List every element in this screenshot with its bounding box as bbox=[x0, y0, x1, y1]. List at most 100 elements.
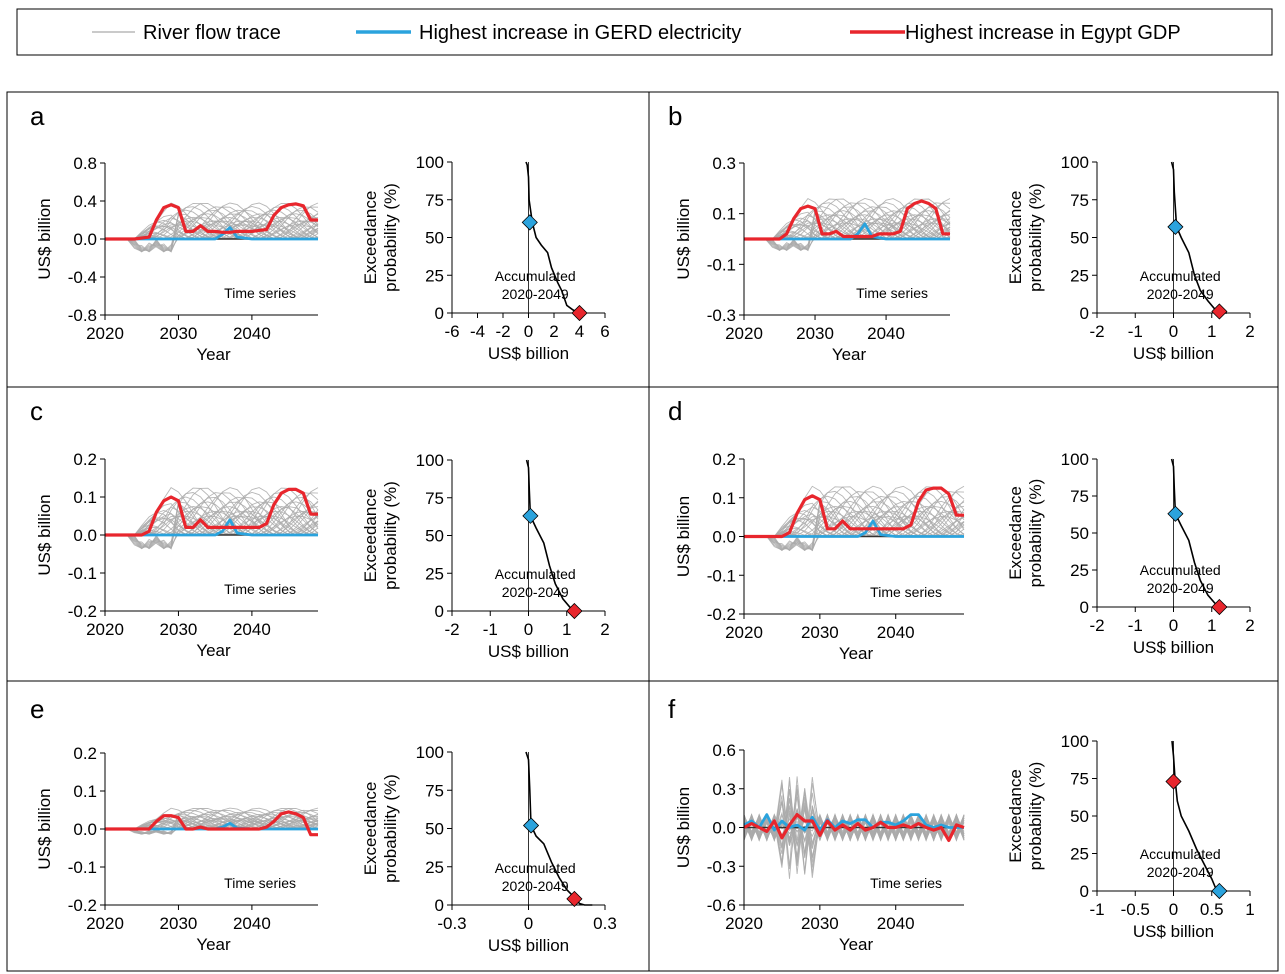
ex-xtick-label: -1 bbox=[1089, 900, 1104, 919]
ts-xlabel: Year bbox=[196, 641, 231, 660]
ex-ytick-label: 50 bbox=[1070, 807, 1089, 826]
ex-ytick-label: 75 bbox=[425, 489, 444, 508]
ex-xtick-label: 0 bbox=[1169, 616, 1178, 635]
ex-xtick-label: 2 bbox=[600, 620, 609, 639]
ts-ylabel: US$ billion bbox=[35, 788, 54, 869]
ex-xlabel: US$ billion bbox=[1133, 344, 1214, 363]
river-flow-trace bbox=[105, 496, 319, 549]
legend-box bbox=[16, 8, 1273, 56]
ts-xtick-label: 2040 bbox=[233, 324, 271, 343]
river-flow-trace bbox=[744, 485, 965, 537]
egypt-gdp-series-line-d bbox=[744, 486, 964, 539]
ts-xtick-label: 2020 bbox=[86, 324, 124, 343]
ex-ytick-label: 75 bbox=[1070, 770, 1089, 789]
river-flow-trace bbox=[105, 206, 319, 240]
ex-ytick-label: 100 bbox=[1061, 153, 1089, 172]
ex-xtick-label: -2 bbox=[1089, 616, 1104, 635]
ex-xtick-label: 0 bbox=[1169, 322, 1178, 341]
egypt-gdp-series-line-b bbox=[744, 199, 950, 241]
river-flow-traces-a bbox=[105, 202, 319, 253]
ex-ylabel-line1: Exceedance bbox=[1006, 769, 1025, 863]
ts-xtick-label: 2040 bbox=[233, 620, 271, 639]
ts-ytick-label: 0.0 bbox=[73, 230, 97, 249]
ex-ytick-label: 50 bbox=[1070, 524, 1089, 543]
ex-ytick-label: 50 bbox=[425, 820, 444, 839]
ts-ytick-label: 0.0 bbox=[73, 820, 97, 839]
ts-ytick-label: 0.1 bbox=[73, 782, 97, 801]
river-flow-trace bbox=[105, 202, 319, 253]
ex-annotation-line1: Accumulated bbox=[1140, 268, 1221, 284]
panel-letter-d: d bbox=[668, 396, 682, 426]
exceedance-chart-d: 0 25 50 75 100 -2 -1 0 1 2 US$ billion Exceedance pr… bbox=[1006, 450, 1255, 657]
ex-ytick-label: 0 bbox=[1080, 882, 1089, 901]
ex-xtick-label: -4 bbox=[470, 322, 485, 341]
egypt-gdp-marker-a bbox=[571, 304, 588, 322]
panel-letter-a: a bbox=[30, 101, 45, 131]
river-flow-trace bbox=[744, 496, 965, 551]
ex-ytick-label: 25 bbox=[425, 858, 444, 877]
ex-ytick-label: 100 bbox=[416, 451, 444, 470]
ex-xlabel: US$ billion bbox=[1133, 922, 1214, 941]
gerd-marker-d bbox=[1167, 505, 1184, 522]
ex-ytick-label: 75 bbox=[1070, 487, 1089, 506]
ex-ytick-label: 25 bbox=[1070, 266, 1089, 285]
egypt-gdp-series-line-a bbox=[105, 202, 318, 241]
ts-ytick-label: 0.1 bbox=[712, 205, 736, 224]
exceedance-chart-c: 0 25 50 75 100 -2 -1 0 1 2 US$ billion Exceedance pr… bbox=[361, 451, 610, 661]
river-flow-trace bbox=[105, 511, 319, 549]
ts-annotation: Time series bbox=[224, 285, 296, 301]
gerd-series-line-d bbox=[744, 519, 964, 538]
ex-xtick-label: -2 bbox=[444, 620, 459, 639]
ts-ytick-label: 0.1 bbox=[73, 488, 97, 507]
river-flow-trace bbox=[744, 511, 965, 550]
ex-xtick-label: -0.3 bbox=[437, 914, 466, 933]
ts-ytick-label: -0.2 bbox=[707, 605, 736, 624]
ts-xtick-label: 2040 bbox=[233, 914, 271, 933]
ex-xtick-label: -1 bbox=[483, 620, 498, 639]
ts-ytick-label: 0.3 bbox=[712, 154, 736, 173]
ex-annotation-line2: 2020-2049 bbox=[502, 878, 569, 894]
ts-ytick-label: 0.4 bbox=[73, 192, 97, 211]
ts-ytick-label: 0.8 bbox=[73, 154, 97, 173]
ts-ytick-label: -0.1 bbox=[707, 566, 736, 585]
ex-xtick-label: 0 bbox=[524, 322, 533, 341]
ex-xtick-label: -1 bbox=[1128, 616, 1143, 635]
ts-ylabel: US$ billion bbox=[674, 198, 693, 279]
ts-xlabel: Year bbox=[839, 644, 874, 663]
ts-xtick-label: 2020 bbox=[86, 914, 124, 933]
river-flow-traces-d bbox=[744, 485, 965, 552]
ex-ytick-label: 100 bbox=[416, 743, 444, 762]
ex-ytick-label: 25 bbox=[1070, 845, 1089, 864]
ts-ytick-label: 0.0 bbox=[712, 819, 736, 838]
exceedance-chart-f: 0 25 50 75 100 -1 -0.5 0 0.5 1 US$ billion Exceedan… bbox=[1006, 732, 1255, 941]
ex-ytick-label: 0 bbox=[1080, 598, 1089, 617]
river-flow-trace bbox=[105, 807, 319, 835]
ts-xtick-label: 2030 bbox=[796, 324, 834, 343]
river-flow-trace bbox=[105, 487, 319, 536]
egypt-gdp-series-line-e bbox=[105, 810, 318, 837]
river-flow-trace bbox=[744, 202, 951, 240]
ts-xtick-label: 2020 bbox=[86, 620, 124, 639]
river-flow-trace bbox=[744, 198, 951, 240]
panel-letter-c: c bbox=[30, 396, 43, 426]
ts-ytick-label: -0.3 bbox=[707, 306, 736, 325]
ex-xtick-label: 0 bbox=[524, 914, 533, 933]
ex-annotation-line2: 2020-2049 bbox=[502, 286, 569, 302]
ex-ytick-label: 100 bbox=[1061, 732, 1089, 751]
ts-xtick-label: 2030 bbox=[160, 620, 198, 639]
ts-xtick-label: 2020 bbox=[725, 914, 763, 933]
ex-ylabel-line2: probability (%) bbox=[1026, 479, 1045, 588]
ex-annotation-line2: 2020-2049 bbox=[1147, 864, 1214, 880]
ex-ylabel-line1: Exceedance bbox=[361, 191, 380, 285]
ts-xtick-label: 2020 bbox=[725, 324, 763, 343]
legend-label-2: Highest increase in GERD electricity bbox=[419, 22, 741, 44]
gerd-marker-f bbox=[1211, 882, 1228, 900]
